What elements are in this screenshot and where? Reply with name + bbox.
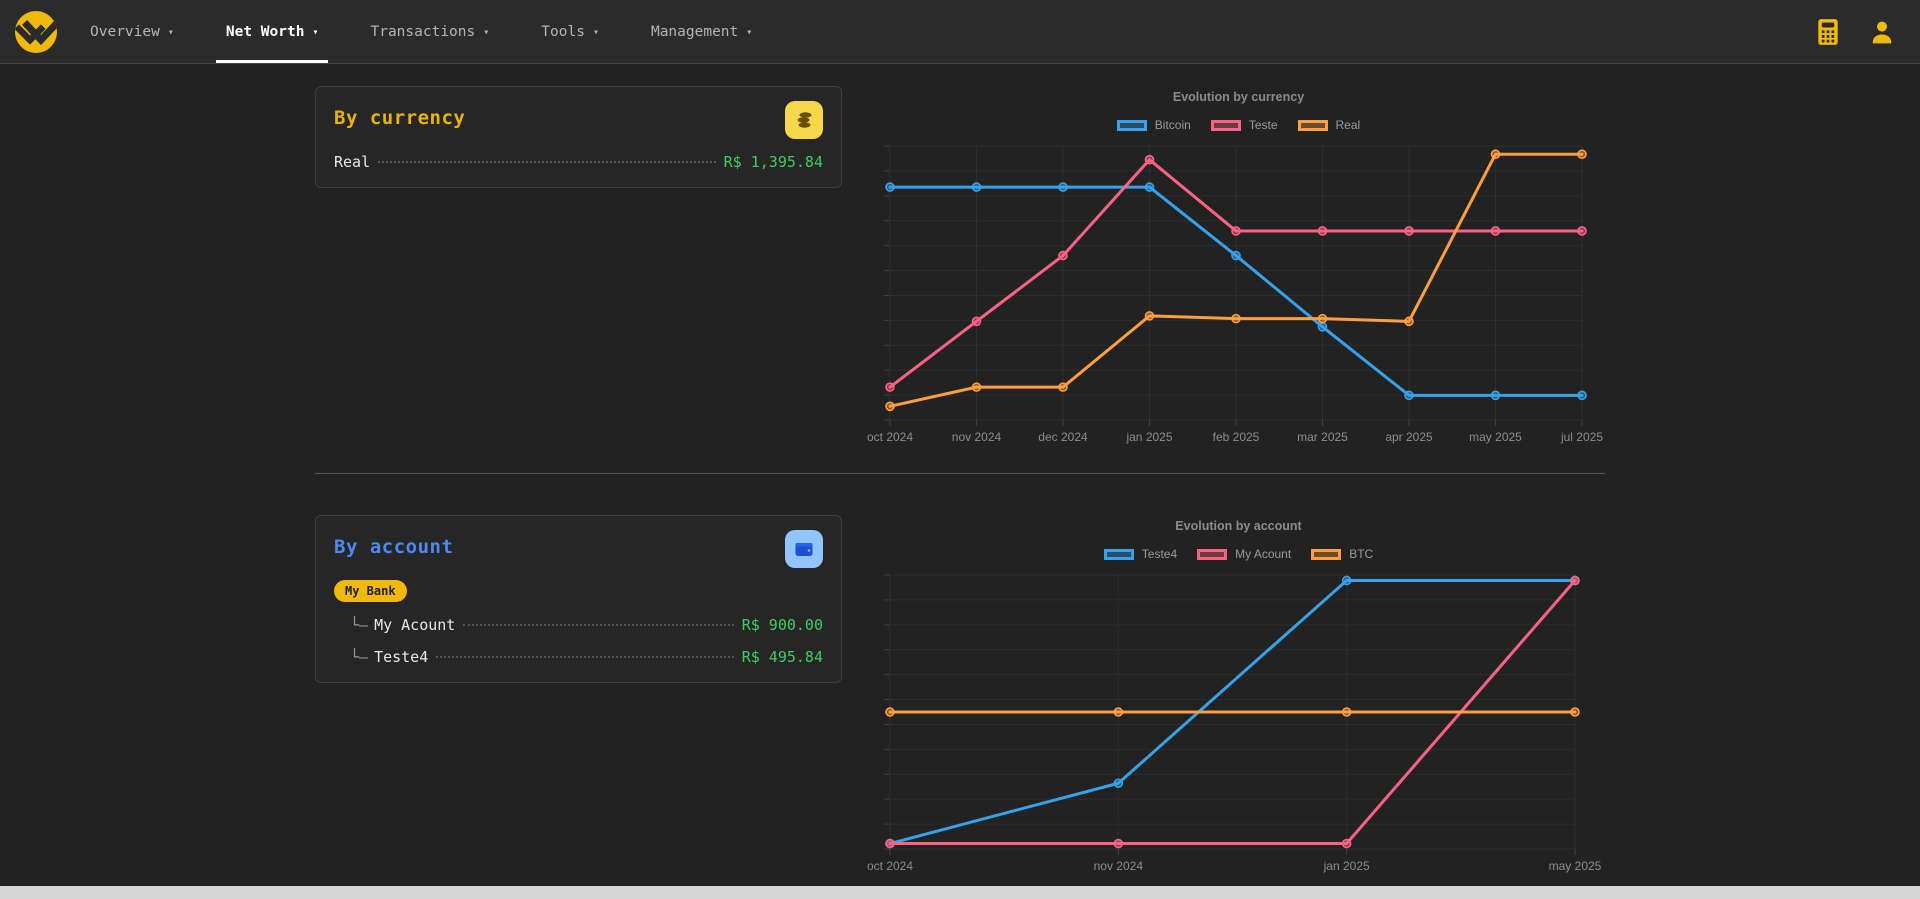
currency-value: R$ 1,395.84 <box>723 153 823 171</box>
svg-text:may 2025: may 2025 <box>1469 430 1522 444</box>
currency-coins-button[interactable] <box>785 101 823 139</box>
nav-label: Management <box>650 23 739 40</box>
by-currency-card: By currency Real R$ 1,395.84 <box>315 86 842 188</box>
account-wallet-button[interactable] <box>785 530 823 568</box>
legend-color-box <box>1210 119 1241 131</box>
nav-icons <box>1814 0 1896 63</box>
calculator-icon[interactable] <box>1814 18 1842 46</box>
legend-label: Real <box>1335 118 1361 132</box>
by-account-title: By account <box>334 536 454 558</box>
legend-color-box <box>1297 119 1328 131</box>
legend-label: Teste <box>1248 118 1278 132</box>
chevron-down-icon: ▾ <box>592 27 599 38</box>
navbar: Overview ▾ Net Worth ▾ Transactions ▾ To… <box>0 0 1920 64</box>
account-row-my-acount: └– My Acount R$ 900.00 <box>334 616 823 634</box>
dotted-leader <box>436 656 734 658</box>
section-by-currency: By currency Real R$ 1,395.84 <box>315 86 1605 444</box>
chart-legend: Teste4 My Acount BTC <box>872 543 1605 565</box>
legend-color-box <box>1311 548 1342 560</box>
main-content: By currency Real R$ 1,395.84 <box>315 64 1605 873</box>
coins-icon <box>797 112 812 128</box>
tree-branch-glyph: └– <box>350 616 369 634</box>
account-label: My Acount <box>374 616 456 634</box>
nav-item-overview[interactable]: Overview ▾ <box>86 0 178 63</box>
svg-text:mar 2025: mar 2025 <box>1297 430 1348 444</box>
legend-item[interactable]: Teste <box>1210 118 1278 132</box>
user-icon[interactable] <box>1868 18 1896 46</box>
chevron-down-icon: ▾ <box>312 27 319 38</box>
bank-group-badge: My Bank <box>334 580 407 602</box>
svg-text:may 2025: may 2025 <box>1549 859 1602 873</box>
dotted-leader <box>463 624 734 626</box>
legend-color-box <box>1197 548 1228 560</box>
wallet-icon <box>795 543 813 556</box>
account-value: R$ 495.84 <box>741 648 823 666</box>
legend-item[interactable]: Bitcoin <box>1116 118 1191 132</box>
legend-item[interactable]: Real <box>1297 118 1361 132</box>
nav-item-net-worth[interactable]: Net Worth ▾ <box>215 0 329 63</box>
svg-text:dec 2024: dec 2024 <box>1038 430 1088 444</box>
line-chart-canvas: oct 2024 nov 2024 dec 2024 jan 2025 feb 2025… <box>867 145 1603 444</box>
main-nav: Overview ▾ Net Worth ▾ Transactions ▾ To… <box>86 0 756 63</box>
dotted-leader <box>378 161 716 163</box>
svg-text:jan 2025: jan 2025 <box>1323 859 1370 873</box>
legend-label: BTC <box>1349 547 1374 561</box>
section-divider <box>315 473 1605 474</box>
nav-label: Overview <box>90 23 160 40</box>
nav-spacer <box>756 0 1814 63</box>
legend-color-box <box>1116 119 1147 131</box>
svg-text:jan 2025: jan 2025 <box>1125 430 1172 444</box>
evolution-by-currency-chart: Evolution by currency Bitcoin Teste Real o… <box>867 86 1605 444</box>
account-value: R$ 900.00 <box>741 616 823 634</box>
currency-label: Real <box>334 153 371 171</box>
account-row-teste4: └– Teste4 R$ 495.84 <box>334 648 823 666</box>
chevron-down-icon: ▾ <box>746 27 753 38</box>
line-chart-canvas: oct 2024 nov 2024 jan 2025 may 2025 <box>867 574 1602 873</box>
chart-title: Evolution by currency <box>1172 90 1305 104</box>
chevron-down-icon: ▾ <box>167 27 174 38</box>
by-account-card: By account My Bank └– My Acount R$ 900.0… <box>315 515 842 683</box>
nav-label: Transactions <box>370 23 476 40</box>
app-logo[interactable] <box>14 0 58 63</box>
svg-text:nov 2024: nov 2024 <box>1094 859 1144 873</box>
nav-item-transactions[interactable]: Transactions ▾ <box>366 0 493 63</box>
evolution-by-account-chart: Evolution by account Teste4 My Acount BTC … <box>867 515 1605 873</box>
by-currency-title: By currency <box>334 107 466 129</box>
svg-text:apr 2025: apr 2025 <box>1385 430 1433 444</box>
nav-label: Tools <box>541 23 585 40</box>
nav-label: Net Worth <box>225 23 305 40</box>
chart-title: Evolution by account <box>1175 519 1302 533</box>
legend-item[interactable]: BTC <box>1311 547 1373 561</box>
account-label: Teste4 <box>374 648 429 666</box>
legend-label: My Acount <box>1235 547 1292 561</box>
nav-item-management[interactable]: Management ▾ <box>647 0 756 63</box>
currency-row-real: Real R$ 1,395.84 <box>334 153 823 171</box>
chevron-down-icon: ▾ <box>483 27 490 38</box>
tree-branch-glyph: └– <box>350 648 369 666</box>
logo-icon <box>15 10 57 53</box>
section-by-account: By account My Bank └– My Acount R$ 900.0… <box>315 515 1605 873</box>
bottom-scroll-strip[interactable] <box>0 886 1920 899</box>
nav-item-tools[interactable]: Tools ▾ <box>537 0 603 63</box>
legend-label: Teste4 <box>1141 547 1178 561</box>
chart-legend: Bitcoin Teste Real <box>872 114 1605 136</box>
svg-text:oct 2024: oct 2024 <box>867 859 913 873</box>
legend-item[interactable]: My Acount <box>1197 547 1291 561</box>
legend-color-box <box>1103 548 1134 560</box>
svg-text:oct 2024: oct 2024 <box>867 430 913 444</box>
legend-label: Bitcoin <box>1154 118 1191 132</box>
legend-item[interactable]: Teste4 <box>1103 547 1178 561</box>
svg-text:feb 2025: feb 2025 <box>1213 430 1260 444</box>
svg-text:nov 2024: nov 2024 <box>952 430 1002 444</box>
svg-text:jul 2025: jul 2025 <box>1560 430 1603 444</box>
